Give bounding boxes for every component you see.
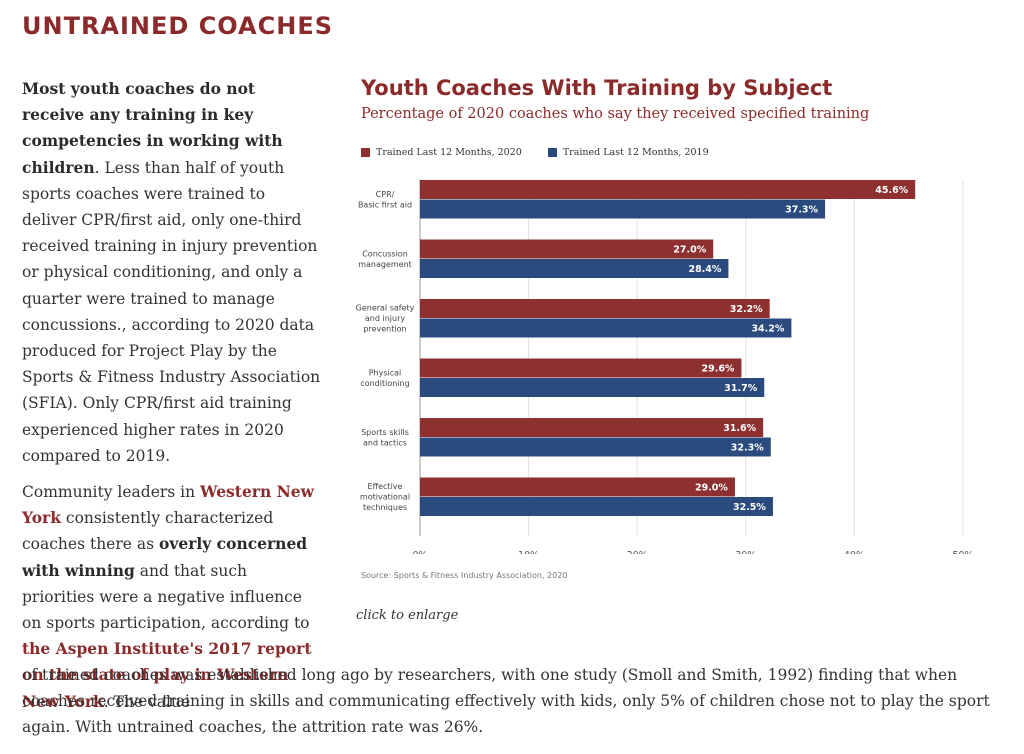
bar (420, 318, 792, 338)
data-label: 27.0% (673, 245, 706, 256)
category-label: Physical (369, 368, 402, 377)
paragraph-2-text: . The value (103, 692, 191, 711)
bar (420, 437, 771, 457)
chart-title: Youth Coaches With Training by Subject (361, 76, 833, 100)
paragraph-2-text: Community leaders in (22, 483, 201, 502)
paragraph-1: Most youth coaches do not receive any tr… (22, 76, 322, 469)
category-label: Sports skills (361, 428, 409, 437)
paragraph-2-text: consistently characterized coaches there… (22, 509, 274, 554)
data-label: 32.2% (730, 304, 763, 315)
western-new-york-link[interactable]: Western New York (22, 482, 315, 528)
bar-chart-plot: 0% 10% 20% 30% 40% 50% CPR/Basic first aid 45.6… (356, 179, 974, 554)
category-label: and tactics (363, 438, 407, 447)
data-label: 45.6% (875, 185, 908, 196)
bar (420, 259, 729, 278)
data-label: 34.2% (751, 324, 784, 335)
x-tick-label: 0% (412, 550, 427, 554)
paragraph-2: Community leaders in Western New York co… (22, 479, 322, 715)
chart-legend: Trained Last 12 Months, 2020 Trained Las… (361, 147, 709, 158)
x-tick-label: 20% (627, 550, 648, 554)
category-label: techniques (363, 503, 407, 512)
category-label: General safety (356, 304, 415, 313)
chart-subtitle: Percentage of 2020 coaches who say they … (361, 106, 870, 122)
category-label: CPR/ (376, 190, 395, 199)
legend-swatch-2019 (547, 148, 557, 157)
category-label: management (358, 260, 412, 269)
category-label: conditioning (360, 379, 409, 388)
bar (420, 199, 826, 219)
category-label: Concussion (362, 249, 408, 258)
aspen-report-link[interactable]: the Aspen Institute's 2017 report on the… (22, 639, 312, 711)
x-tick-label: 40% (844, 550, 865, 554)
bar (420, 378, 765, 397)
paragraph-2-text: and that such priorities were a negative… (22, 561, 310, 633)
data-label: 29.0% (695, 483, 728, 494)
category-label: Basic first aid (358, 200, 412, 209)
section-title: UNTRAINED COACHES (22, 12, 334, 40)
bar (420, 477, 735, 497)
category-label: motivational (360, 493, 410, 502)
x-tick-label: 10% (518, 550, 539, 554)
click-to-enlarge-link[interactable]: click to enlarge (356, 608, 459, 623)
legend-swatch-2020 (361, 148, 370, 157)
data-label: 28.4% (688, 264, 721, 275)
bar (420, 418, 764, 437)
data-label: 32.5% (733, 502, 766, 513)
paragraph-1-text: . Less than half of youth sports coaches… (22, 158, 321, 465)
category-label: Effective (368, 482, 403, 491)
bar (420, 180, 916, 199)
data-label: 37.3% (785, 205, 818, 216)
data-label: 29.6% (701, 364, 734, 375)
bar (420, 497, 773, 516)
chart-figure[interactable]: Youth Coaches With Training by Subject P… (355, 74, 995, 594)
bottom-paragraph: of trained coaches was established long … (22, 666, 990, 737)
intro-column: Most youth coaches do not receive any tr… (22, 76, 322, 725)
data-label: 31.6% (723, 423, 756, 434)
legend-label-2020: Trained Last 12 Months, 2020 (376, 147, 522, 158)
bar (420, 239, 714, 259)
data-label: 31.7% (724, 383, 757, 394)
category-label: prevention (363, 325, 406, 334)
x-tick-label: 50% (952, 550, 973, 554)
category-label: and injury (365, 314, 405, 323)
bold-lead: Most youth coaches do not receive any tr… (22, 79, 283, 177)
bar (420, 358, 742, 378)
bar (420, 299, 770, 318)
legend-label-2019: Trained Last 12 Months, 2019 (562, 147, 709, 158)
x-tick-label: 30% (735, 550, 756, 554)
bold-phrase: overly concerned with winning (22, 534, 308, 580)
legend-item-2020: Trained Last 12 Months, 2020 (361, 147, 522, 158)
legend-item-2019: Trained Last 12 Months, 2019 (547, 147, 709, 158)
data-label: 32.3% (731, 443, 764, 454)
chart-source: Source: Sports & Fitness Industry Associ… (361, 571, 568, 580)
